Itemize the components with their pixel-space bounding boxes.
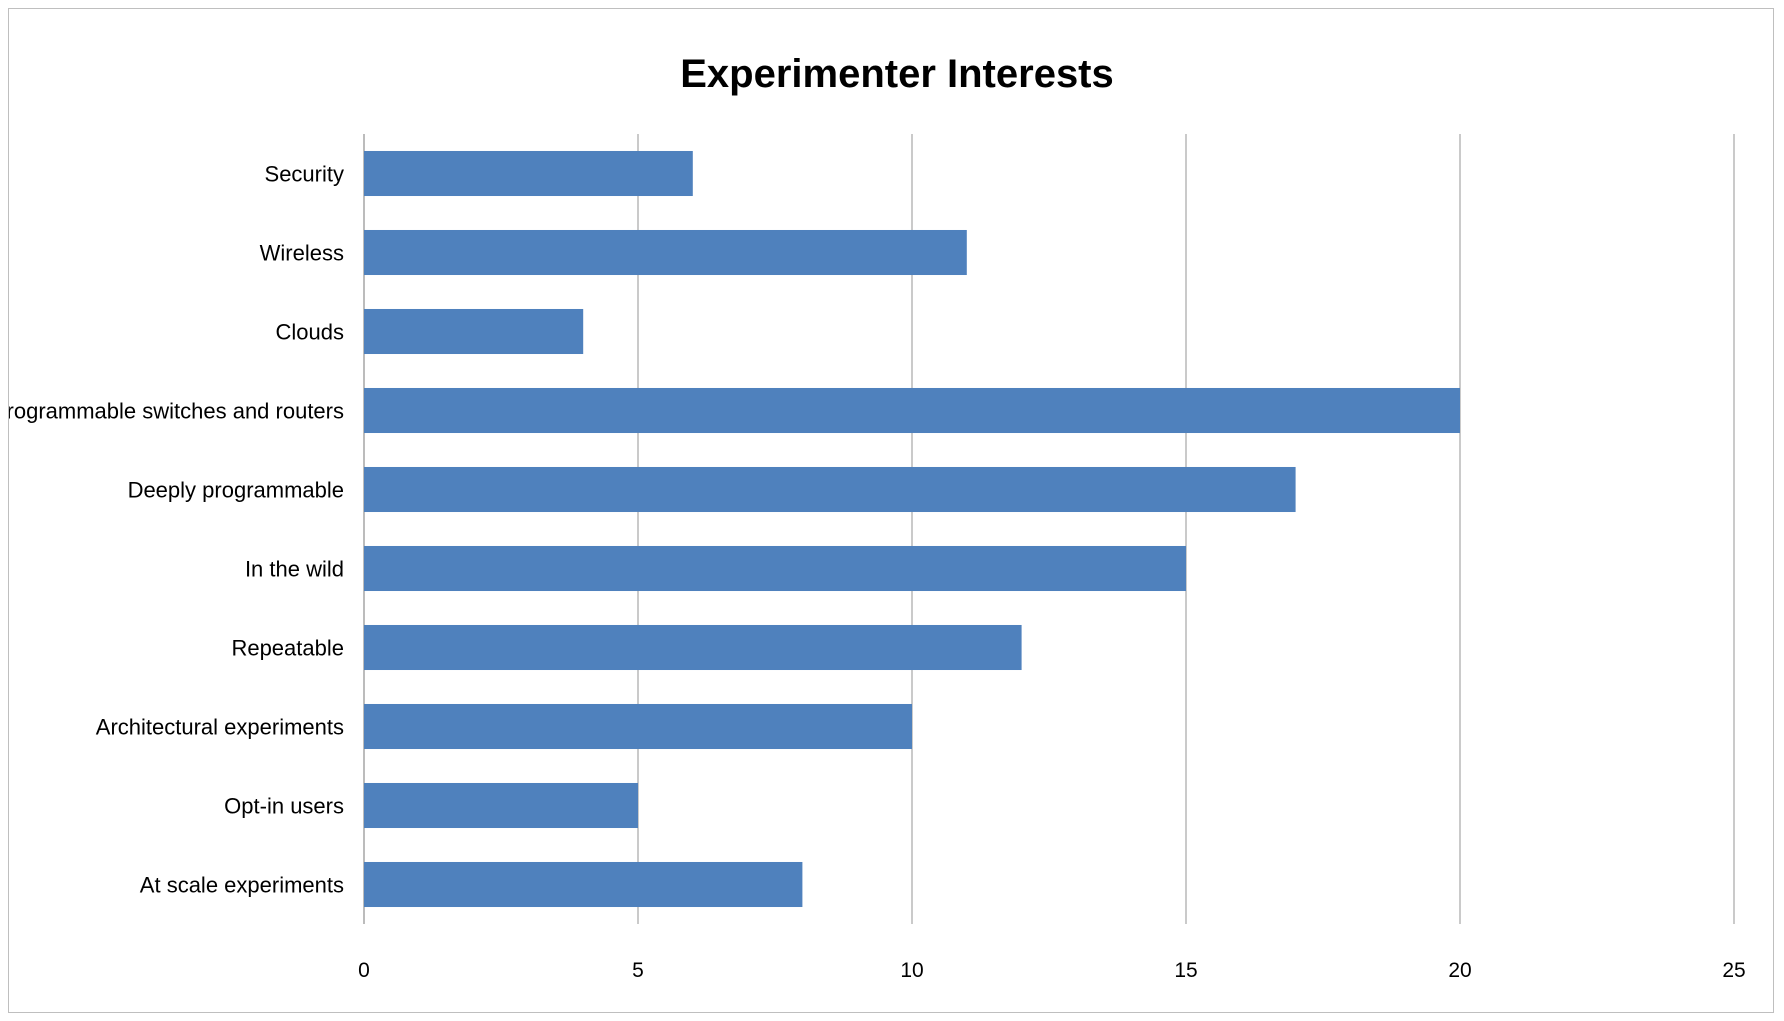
bar bbox=[364, 861, 803, 908]
category-label: Architectural experiments bbox=[96, 715, 344, 740]
bar bbox=[364, 703, 912, 750]
bar bbox=[364, 466, 1296, 513]
category-label: Security bbox=[265, 162, 344, 187]
bar bbox=[364, 387, 1460, 434]
bar-chart: Experimenter Interests Security Wireless C… bbox=[9, 52, 1746, 982]
bar bbox=[364, 782, 638, 829]
category-labels: Security Wireless Clouds Programmable switc… bbox=[9, 162, 344, 898]
category-label: In the wild bbox=[245, 557, 344, 582]
category-label: Repeatable bbox=[231, 636, 344, 661]
bar bbox=[364, 150, 693, 197]
chart-frame: Experimenter Interests Security Wireless C… bbox=[8, 8, 1774, 1013]
chart-title: Experimenter Interests bbox=[680, 52, 1114, 96]
bar bbox=[364, 545, 1186, 592]
category-label: Wireless bbox=[260, 241, 344, 266]
category-label: Deeply programmable bbox=[128, 478, 344, 503]
category-label: Programmable switches and routers bbox=[9, 399, 344, 424]
x-tick-label: 5 bbox=[632, 959, 644, 982]
category-label: Opt-in users bbox=[224, 794, 344, 819]
category-label: At scale experiments bbox=[140, 873, 344, 898]
x-tick-label: 25 bbox=[1722, 959, 1745, 982]
x-tick-label: 0 bbox=[358, 959, 370, 982]
category-label: Clouds bbox=[276, 320, 344, 345]
x-tick-label: 20 bbox=[1448, 959, 1471, 982]
x-tick-label: 10 bbox=[900, 959, 923, 982]
x-tick-label: 15 bbox=[1174, 959, 1197, 982]
bar bbox=[364, 229, 967, 276]
bar bbox=[364, 308, 584, 355]
x-axis-ticks: 0 5 10 15 20 25 bbox=[358, 959, 1746, 982]
bar bbox=[364, 624, 1022, 671]
bars bbox=[364, 150, 1460, 908]
